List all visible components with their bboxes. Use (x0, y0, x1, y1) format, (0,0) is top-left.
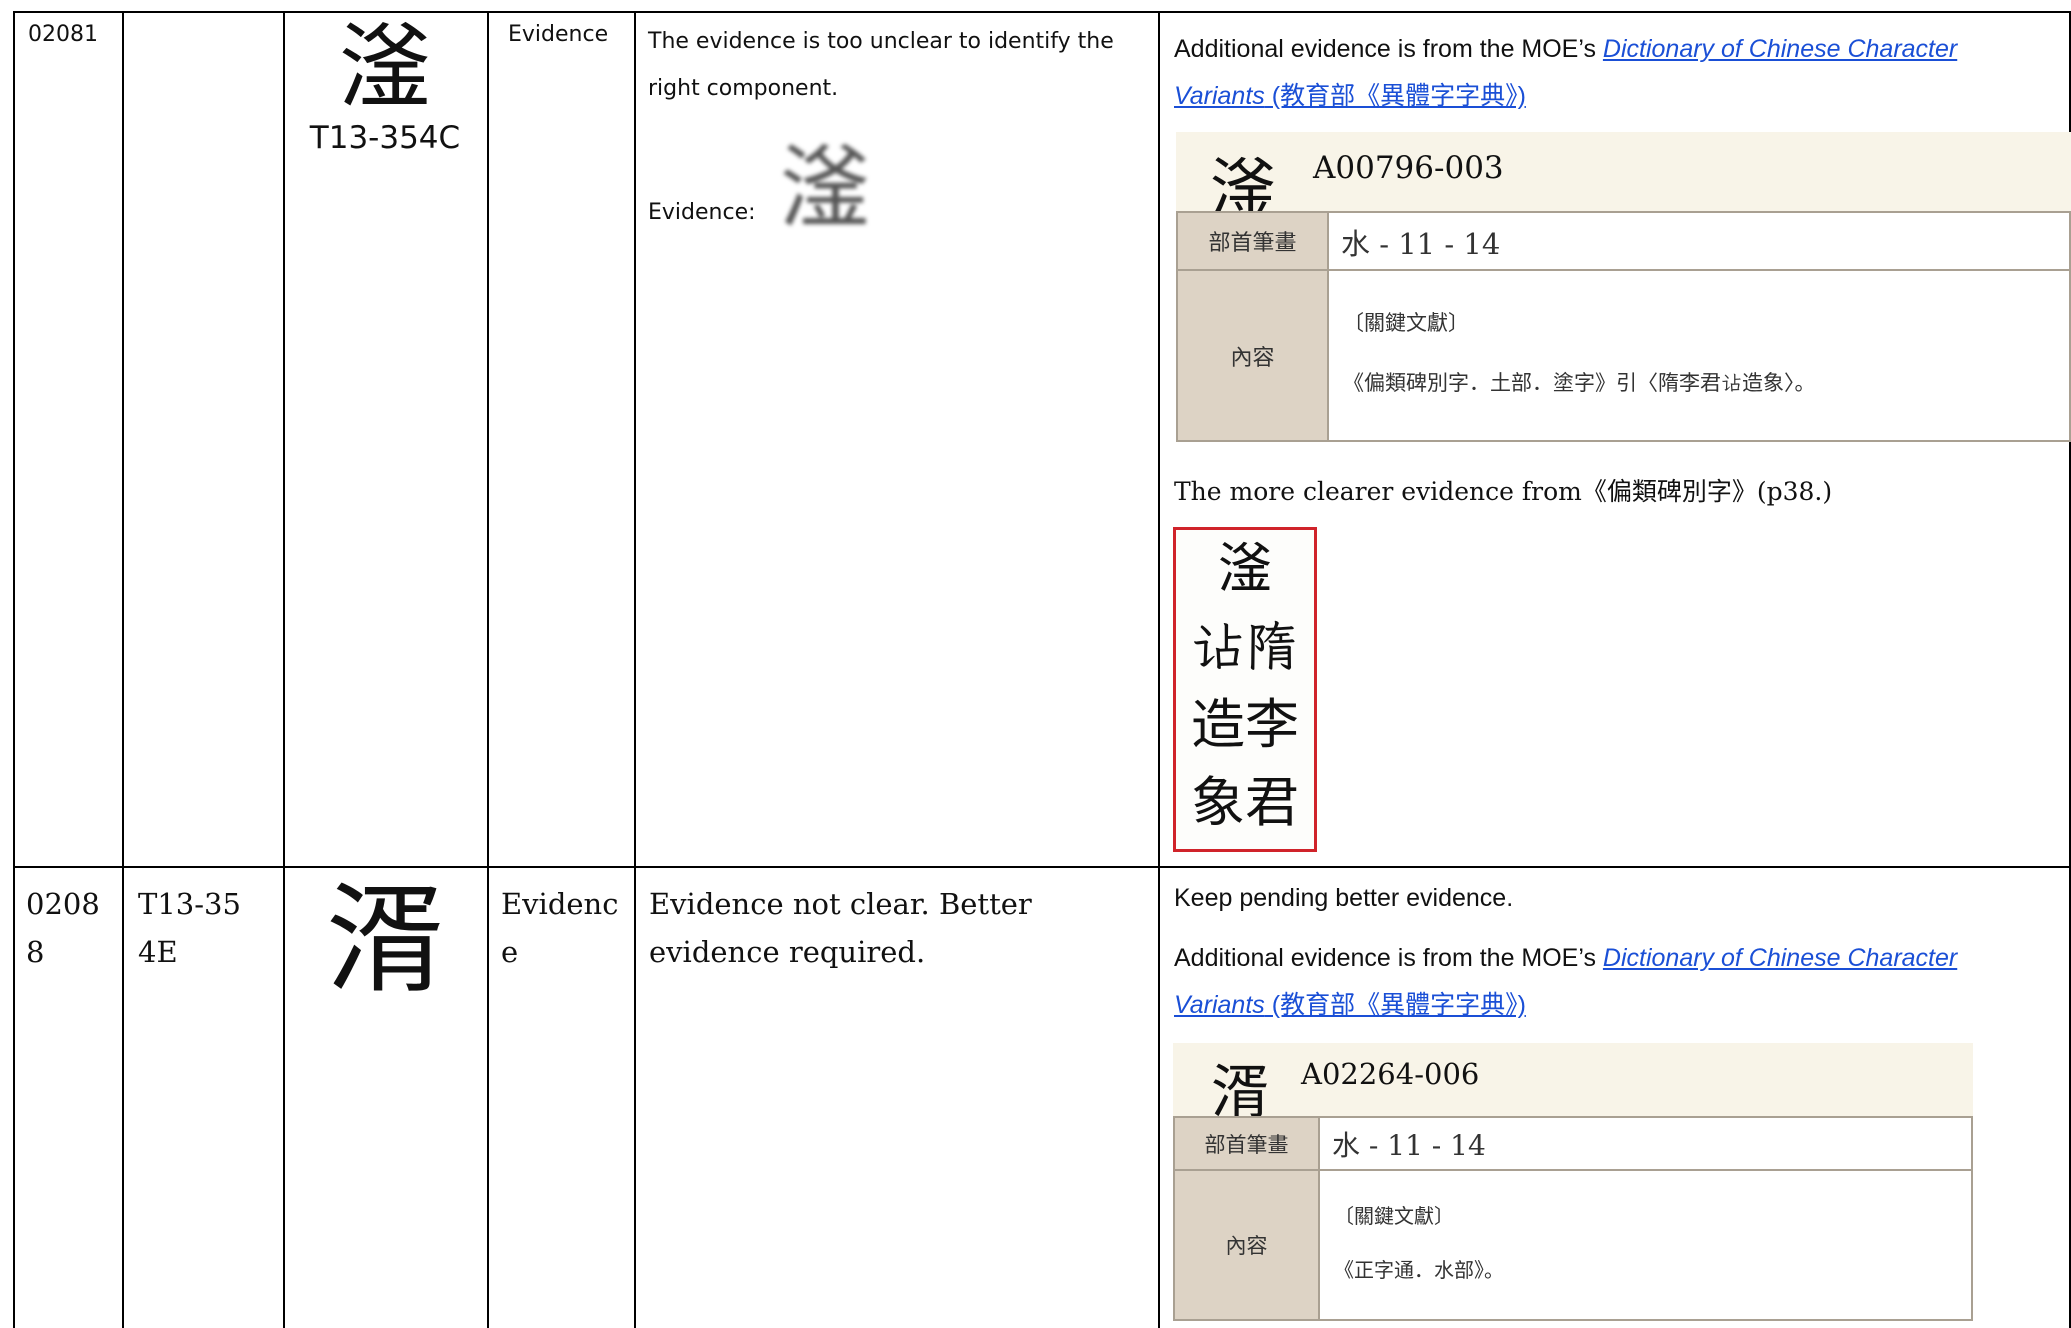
more-evidence: The more clearer evidence from《偏類碑別字》(p3… (1174, 477, 1833, 506)
dict-label: 內容 (1173, 1169, 1320, 1321)
dict-glyph: 湑 (1211, 1058, 1270, 1126)
rubbing-line: 滏 (1218, 537, 1272, 600)
dictionary-entry: 湑 A02264-006 部首筆畫 水 - 11 - 14 內容 〔關鍵文獻〕 … (1173, 1043, 1973, 1321)
dictionary-link-suffix[interactable]: (教育部《異體字字典》) (1264, 991, 1526, 1019)
evidence-label: Evidence: (648, 200, 756, 225)
intro: Additional evidence is from the MOE’s (1174, 944, 1603, 972)
content-line: 《正字通．水部》。 (1334, 1258, 1504, 1282)
col-divider (13, 11, 15, 1328)
dict-label: 部首筆畫 (1173, 1116, 1320, 1171)
type: Evidence (501, 887, 619, 969)
rubbing-line: 造李 (1191, 693, 1299, 756)
col-divider (634, 11, 636, 1328)
col-divider (2069, 11, 2071, 1328)
col-divider (1158, 11, 1160, 1328)
dict-value: 水 - 11 - 14 (1327, 211, 2071, 271)
rubbing-line: 象君 (1191, 771, 1299, 834)
col-divider (487, 11, 489, 1328)
dict-content: 〔關鍵文獻〕 《偏類碑別字．土部．塗字》引〈隋李君𧮪造象〉。 (1327, 269, 2071, 442)
response-text: Additional evidence is from the MOE’s Di… (1174, 26, 2054, 120)
row-id: 02081 (28, 22, 98, 47)
dict-label: 內容 (1176, 269, 1329, 442)
content-line: 〔關鍵文獻〕 (1343, 311, 1469, 335)
dictionary-entry: 滏 A00796-003 部首筆畫 水 - 11 - 14 內容 〔關鍵文獻〕 … (1176, 132, 2071, 442)
dictionary-link[interactable]: Dictionary of Chinese Character Variants (1174, 944, 1958, 1019)
dictionary-link-suffix[interactable]: (教育部《異體字字典》) (1264, 82, 1526, 110)
response-text: Additional evidence is from the MOE’s Di… (1174, 935, 2054, 1029)
rubbing-line: 𧮪隋 (1191, 615, 1299, 678)
col-divider (283, 11, 285, 1328)
content-line: 《偏類碑別字．土部．塗字》引〈隋李君𧮪造象〉。 (1343, 371, 1816, 395)
response-note: Keep pending better evidence. (1174, 884, 1514, 912)
intro: Additional evidence is from the MOE’s (1174, 35, 1603, 63)
source: T13-354E (138, 887, 241, 969)
dictionary-link[interactable]: Dictionary of Chinese Character Variants (1174, 35, 1958, 110)
dict-label: 部首筆畫 (1176, 211, 1329, 271)
dict-code: A00796-003 (1313, 150, 1504, 186)
glyph: 湑 (325, 871, 444, 1009)
row-id: 02088 (26, 887, 100, 969)
table-border (13, 11, 2071, 13)
content-line: 〔關鍵文獻〕 (1334, 1204, 1454, 1228)
glyph: 滏 (338, 14, 431, 121)
description: The evidence is too unclear to identify … (648, 29, 1114, 101)
dict-content: 〔關鍵文獻〕 《正字通．水部》。 (1318, 1169, 1973, 1321)
row-divider (13, 866, 2071, 868)
description: Evidence not clear. Better evidence requ… (649, 887, 1032, 969)
glyph-code: T13-354C (309, 120, 461, 156)
evidence-image: 滏 (780, 136, 870, 241)
type: Evidence (508, 22, 609, 47)
dict-code: A02264-006 (1301, 1057, 1480, 1091)
rubbing-image: 滏 𧮪隋 造李 象君 (1173, 527, 1317, 852)
col-divider (122, 11, 124, 1328)
dict-value: 水 - 11 - 14 (1318, 1116, 1973, 1171)
